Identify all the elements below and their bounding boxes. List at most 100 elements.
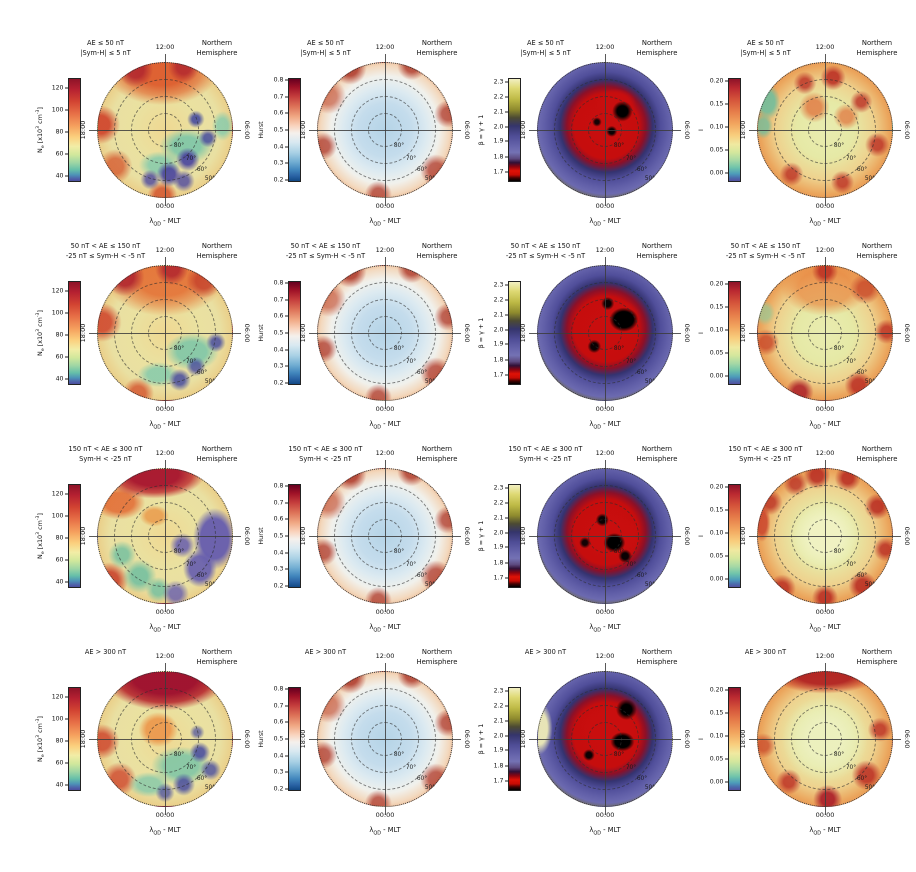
colorbar-tick: 2.1 (494, 718, 508, 725)
panel-condition: AE ≤ 50 nT |Sym-H| ≤ 5 nT (478, 39, 613, 58)
latitude-label-60: 60° (636, 370, 648, 376)
mlt-label-12: 12:00 (155, 449, 175, 457)
colorbar-tick: 0.3 (274, 160, 288, 167)
colorbar-axis-label: I (697, 535, 705, 537)
mlt-label-12: 12:00 (155, 246, 175, 254)
hemisphere-line-1: Northern (421, 242, 453, 250)
latitude-labels: 80° 70° 60° 50° (538, 266, 672, 400)
hemisphere-label: Northern Hemisphere (624, 39, 690, 58)
colorbar-gradient (508, 78, 521, 182)
hemisphere-line-1: Northern (641, 445, 673, 453)
colorbar-axis-label: Hurst (257, 730, 265, 748)
mlt-label-18: 18:00 (79, 323, 87, 343)
colorbar-tick: 120 (52, 694, 68, 701)
mlt-label-00: 00:00 (815, 811, 835, 819)
panel-condition: 150 nT < AE ≤ 300 nT Sym-H < -25 nT (38, 445, 173, 464)
latitude-label-60: 60° (196, 370, 208, 376)
colorbar-axis-label: Hurst (257, 527, 265, 545)
latitude-label-50: 50° (204, 379, 216, 385)
colorbar-tick: 0.00 (710, 575, 728, 582)
mlt-label-00: 00:00 (375, 811, 395, 819)
hemisphere-line-2: Hemisphere (416, 657, 458, 666)
mlt-label-00: 00:00 (815, 405, 835, 413)
colorbar-tick: 1.9 (494, 747, 508, 754)
condition-line-1: AE > 300 nT (524, 648, 567, 656)
colorbar-ticks: 120 100 80 60 40 (52, 687, 81, 791)
condition-line-2: |Sym-H| ≤ 5 nT (740, 48, 791, 57)
latitude-label-50: 50° (864, 176, 876, 182)
colorbar: I 0.20 0.15 0.10 0.05 0.00 (697, 687, 741, 791)
colorbar-ticks: 0.20 0.15 0.10 0.05 0.00 (710, 484, 741, 588)
colorbar-axis-label: Hurst (257, 121, 265, 139)
colorbar-tick: 0.20 (710, 484, 728, 491)
colorbar-ticks: 0.20 0.15 0.10 0.05 0.00 (710, 687, 741, 791)
colorbar-tick: 60 (56, 759, 68, 766)
latitude-label-50: 50° (424, 582, 436, 588)
colorbar-tick: 100 (52, 310, 68, 317)
colorbar-gradient (288, 78, 301, 182)
latitude-label-70: 70° (185, 359, 197, 365)
mlt-axis-vertical-line (824, 663, 826, 815)
mlt-label-06: 06:00 (463, 120, 471, 140)
condition-line-1: 50 nT < AE ≤ 150 nT (730, 242, 801, 250)
colorbar-tick: 100 (52, 107, 68, 114)
panel-condition: AE ≤ 50 nT |Sym-H| ≤ 5 nT (698, 39, 833, 58)
mlt-label-12: 12:00 (375, 43, 395, 51)
mlt-label-12: 12:00 (595, 246, 615, 254)
latitude-label-70: 70° (625, 359, 637, 365)
mlt-label-18: 18:00 (299, 526, 307, 546)
hemisphere-line-2: Hemisphere (416, 454, 458, 463)
hemisphere-line-2: Hemisphere (636, 48, 678, 57)
panel-condition: 50 nT < AE ≤ 150 nT -25 nT ≤ Sym-H < -5 … (258, 242, 393, 261)
colorbar-tick: 0.5 (274, 330, 288, 337)
latitude-labels: 80° 70° 60° 50° (758, 469, 892, 603)
colorbar-tick: 0.8 (274, 77, 288, 84)
latitude-labels: 80° 70° 60° 50° (98, 469, 232, 603)
xaxis-label: λQD - MLT (589, 420, 621, 431)
hemisphere-line-2: Hemisphere (636, 657, 678, 666)
latitude-labels: 80° 70° 60° 50° (318, 63, 452, 197)
colorbar-gradient (728, 687, 741, 791)
colorbar-tick: 0.6 (274, 110, 288, 117)
latitude-label-80: 80° (833, 346, 845, 352)
condition-line-2: -25 nT ≤ Sym-H < -5 nT (285, 251, 366, 260)
colorbar-axis-label: Ne [x103 cm-3] (35, 716, 47, 762)
latitude-label-60: 60° (856, 167, 868, 173)
colorbar-axis-label: Ne [x103 cm-3] (35, 107, 47, 153)
condition-line-2: Sym-H < -25 nT (739, 454, 792, 463)
latitude-label-70: 70° (405, 359, 417, 365)
condition-line-1: 150 nT < AE ≤ 300 nT (288, 445, 363, 453)
mlt-label-12: 12:00 (155, 43, 175, 51)
latitude-label-70: 70° (405, 156, 417, 162)
colorbar-gradient (508, 281, 521, 385)
hemisphere-label: Northern Hemisphere (624, 242, 690, 261)
condition-line-1: 150 nT < AE ≤ 300 nT (508, 445, 583, 453)
colorbar-tick: 80 (56, 129, 68, 136)
colorbar-gradient (728, 281, 741, 385)
condition-line-2: -25 nT ≤ Sym-H < -5 nT (505, 251, 586, 260)
latitude-label-60: 60° (196, 776, 208, 782)
colorbar-tick: 60 (56, 353, 68, 360)
mlt-label-12: 12:00 (595, 652, 615, 660)
colorbar: Hurst 0.8 0.7 0.6 0.5 0.4 0.3 0.2 (257, 280, 301, 386)
colorbar: Ne [x103 cm-3] 120 100 80 60 40 (36, 78, 81, 182)
latitude-label-50: 50° (864, 379, 876, 385)
mlt-label-06: 06:00 (903, 323, 911, 343)
xaxis-label: λQD - MLT (809, 420, 841, 431)
colorbar-axis-label: I (697, 738, 705, 740)
latitude-labels: 80° 70° 60° 50° (758, 672, 892, 806)
hemisphere-label: Northern Hemisphere (844, 445, 910, 464)
condition-line-1: AE ≤ 50 nT (526, 39, 565, 47)
hemisphere-label: Northern Hemisphere (844, 648, 910, 667)
colorbar: β = γ + 1 2.3 2.2 2.1 2.0 1.9 1.8 1.7 (477, 281, 521, 385)
panel-condition: 150 nT < AE ≤ 300 nT Sym-H < -25 nT (258, 445, 393, 464)
colorbar-tick: 0.10 (710, 732, 728, 739)
colorbar-tick: 2.0 (494, 123, 508, 130)
hemisphere-line-2: Hemisphere (416, 251, 458, 260)
colorbar-tick: 0.8 (274, 483, 288, 490)
mlt-label-06: 06:00 (243, 526, 251, 546)
panel-beta-row2: 50 nT < AE ≤ 150 nT -25 nT ≤ Sym-H < -5 … (470, 236, 691, 439)
hemisphere-label: Northern Hemisphere (184, 242, 250, 261)
colorbar-tick: 0.4 (274, 752, 288, 759)
hemisphere-label: Northern Hemisphere (184, 39, 250, 58)
